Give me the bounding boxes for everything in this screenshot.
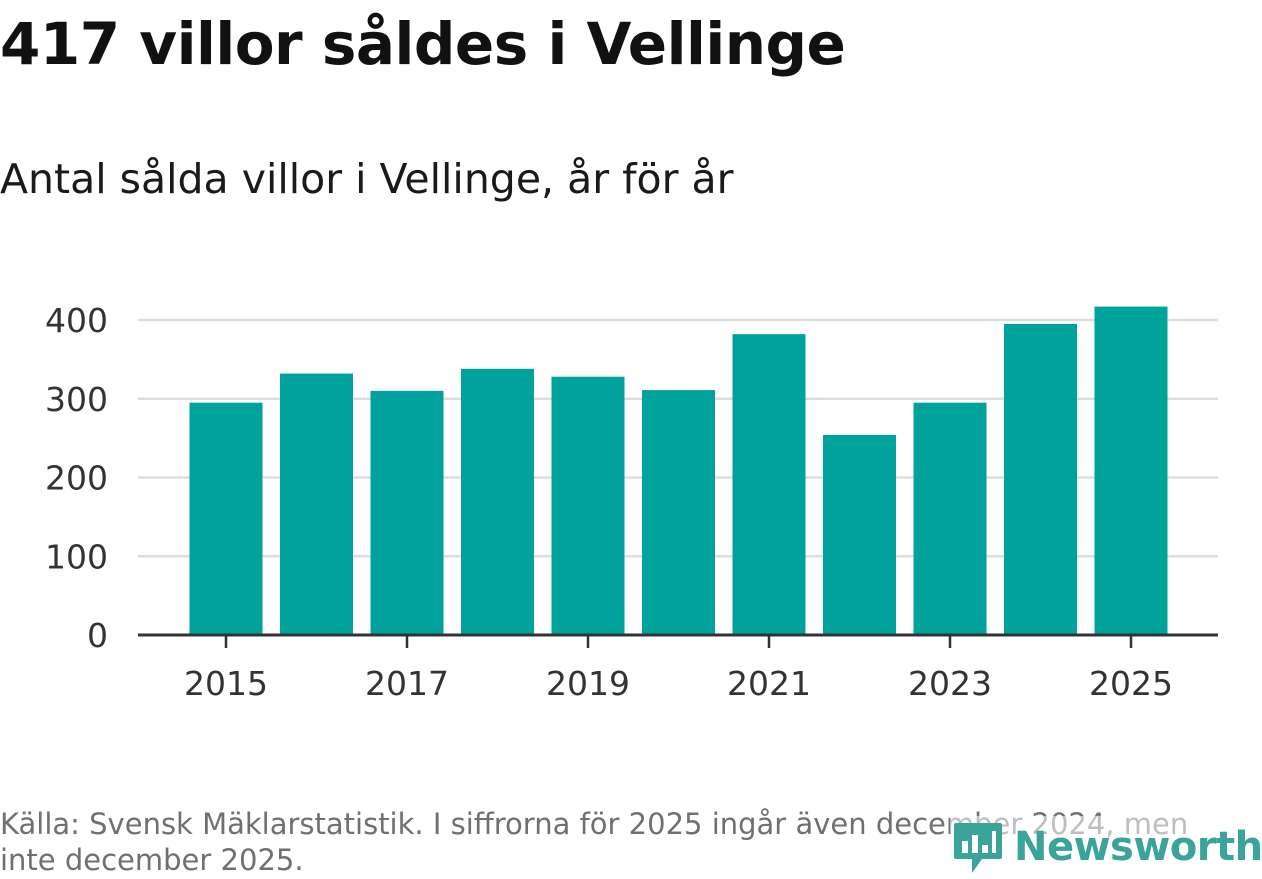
y-tick-label: 400 bbox=[45, 301, 108, 340]
axes bbox=[138, 633, 1218, 648]
x-tick-label: 2021 bbox=[727, 664, 811, 703]
bar-2022 bbox=[823, 434, 896, 635]
chart-subtitle: Antal sålda villor i Vellinge, år för år bbox=[0, 155, 734, 203]
bar-2018 bbox=[461, 368, 534, 635]
x-tick-label: 2019 bbox=[546, 664, 630, 703]
bar-2017 bbox=[370, 390, 444, 635]
x-tick-label: 2023 bbox=[908, 664, 992, 703]
bar-2021 bbox=[732, 334, 806, 635]
y-tick-label: 200 bbox=[45, 459, 108, 498]
bars bbox=[189, 306, 1168, 635]
x-tick-label: 2025 bbox=[1089, 664, 1173, 703]
chart-title: 417 villor såldes i Vellinge bbox=[0, 10, 846, 78]
bar-2019 bbox=[551, 376, 625, 635]
y-tick-label: 300 bbox=[45, 380, 108, 419]
tick-labels: 0 100 200 300 400 2015 2017 2019 2021 2023 2025 bbox=[45, 301, 1173, 703]
bar-2025 bbox=[1094, 306, 1168, 635]
bar-2024 bbox=[1004, 323, 1077, 635]
newsworthy-logo: Newsworthy bbox=[950, 816, 1262, 878]
bar-2016 bbox=[280, 373, 353, 635]
bar-2015 bbox=[189, 402, 263, 635]
x-tick-label: 2015 bbox=[184, 664, 268, 703]
y-tick-label: 100 bbox=[45, 537, 108, 576]
bar-2023 bbox=[913, 402, 987, 635]
newsworthy-logo-text: Newsworthy bbox=[1014, 824, 1262, 870]
x-tick-label: 2017 bbox=[365, 664, 449, 703]
y-tick-label: 0 bbox=[87, 616, 108, 655]
bar-2020 bbox=[642, 390, 715, 635]
newsworthy-logo-icon bbox=[954, 823, 1002, 873]
